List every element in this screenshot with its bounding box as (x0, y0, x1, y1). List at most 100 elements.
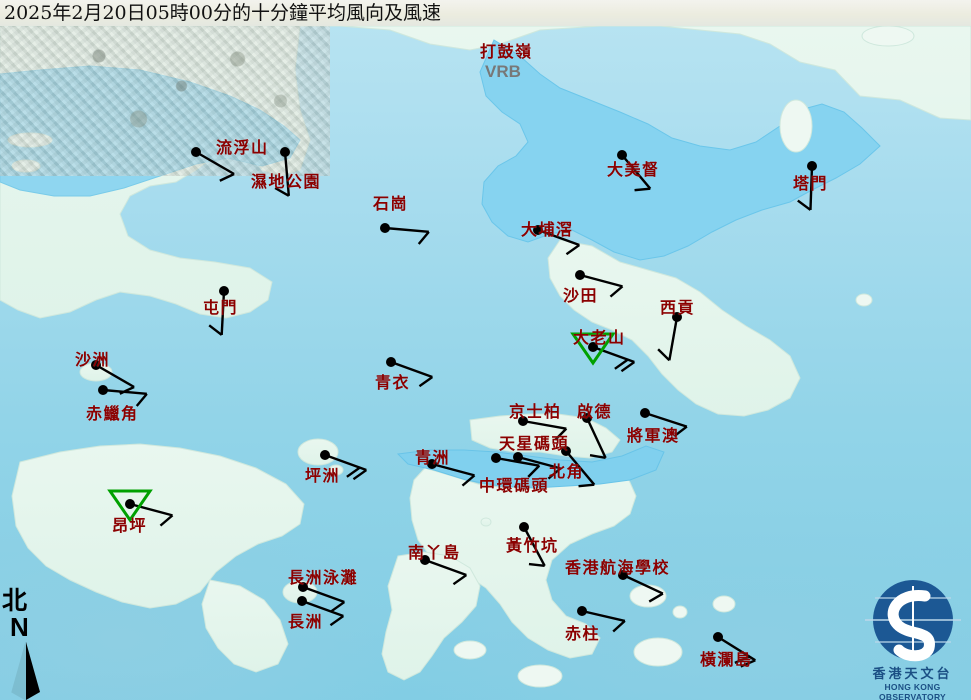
station-dot (713, 632, 723, 642)
station-dot (427, 459, 437, 469)
station-dot (380, 223, 390, 233)
station-label: 大老山 (573, 328, 626, 347)
logo-text-en: HONG KONG OBSERVATORY (878, 682, 947, 700)
urban-satellite-texture (0, 26, 330, 176)
station-label: 橫瀾島 (700, 650, 753, 669)
station-dot (191, 147, 201, 157)
station-dot (561, 446, 571, 456)
station-label: 沙田 (563, 286, 599, 305)
station-dot (420, 555, 430, 565)
station-wind-barb (640, 408, 688, 438)
station-wind-barb (107, 489, 174, 527)
station-wind-barb (297, 596, 345, 627)
station-dot (298, 582, 308, 592)
station-dot (320, 450, 330, 460)
station-wind-barb (491, 453, 541, 478)
station-label: 濕地公園 (251, 172, 322, 191)
station-dot (519, 522, 529, 532)
station-label: 赤鱲角 (86, 404, 139, 423)
station-label: 南丫島 (408, 543, 461, 562)
station-wind-barb (274, 147, 291, 197)
station-dot (807, 161, 817, 171)
station-dot (577, 606, 587, 616)
station-dot (91, 360, 101, 370)
inland-water-victoria-harbour (396, 445, 665, 489)
station-wind-barb (577, 606, 626, 633)
station-wind-barb (191, 147, 235, 182)
station-wind-barb (98, 385, 148, 407)
land-lantau-south-tail (201, 579, 289, 673)
station-dot (575, 270, 585, 280)
compass-needle-icon (11, 641, 40, 700)
station-wind-variable-label: VRB (485, 62, 521, 81)
station-wind-barb (533, 225, 581, 256)
station-label: 屯門 (203, 298, 239, 317)
station-wind-barb (298, 582, 346, 613)
station-label: 赤柱 (565, 624, 601, 643)
station-label: 青洲 (415, 448, 451, 467)
station-wind-barb (518, 416, 568, 441)
station-wind-barb (561, 446, 596, 488)
station-dot (386, 357, 396, 367)
land-kowloon (469, 413, 621, 459)
station-label: 香港航海學校 (565, 558, 671, 577)
station-wind-barb (713, 632, 756, 668)
station-label: 長洲泳灘 (288, 568, 359, 587)
station-label: 沙洲 (75, 350, 111, 369)
station-wind-barb (513, 452, 562, 480)
station-wind-barb (617, 150, 652, 192)
station-dot (533, 225, 543, 235)
station-wind-barb (420, 555, 468, 586)
station-dot (280, 147, 290, 157)
station-dot (588, 342, 598, 352)
station-wind-barb (427, 459, 476, 487)
station-dot (513, 452, 523, 462)
station-label: 青衣 (375, 373, 411, 392)
station-dot (618, 570, 628, 580)
station-dot (640, 408, 650, 418)
station-dot (491, 453, 501, 463)
station-label: 長洲 (288, 612, 324, 631)
station-wind-barb (575, 270, 624, 298)
station-dot (219, 286, 229, 296)
station-label: 塔門 (793, 174, 829, 193)
station-label: 大埔滘 (521, 220, 574, 239)
station-label: 天星碼頭 (499, 434, 570, 453)
station-wind-barb (582, 413, 607, 460)
station-label: 坪洲 (305, 466, 341, 485)
station-label: 中環碼頭 (479, 476, 550, 495)
station-dot (297, 596, 307, 606)
station-label: 黃竹坑 (506, 536, 559, 555)
compass-label-cn: 北 (2, 586, 28, 615)
station-label: 打鼓嶺 (480, 42, 533, 61)
station-label: 北角 (549, 462, 585, 481)
station-label: 石崗 (373, 194, 409, 213)
station-wind-barb (320, 450, 368, 481)
station-wind-barb (380, 223, 430, 245)
station-dot (617, 150, 627, 160)
page-title: 2025年2月20日05時00分的十分鐘平均風向及風速 (4, 2, 441, 24)
compass-label-en: N (10, 612, 29, 642)
station-label: 昂坪 (112, 516, 148, 535)
station-wind-barb (657, 312, 682, 362)
station-dot (518, 416, 528, 426)
hko-logo-icon (864, 580, 961, 662)
station-label: 京士柏 (509, 402, 562, 421)
station-wind-barb (618, 570, 664, 603)
station-label: 流浮山 (216, 138, 269, 157)
station-label: 將軍澳 (627, 426, 680, 445)
hko-logo: 香港天文台 HONG KONG OBSERVATORY (854, 578, 971, 700)
strong-wind-alert-marker (570, 332, 616, 366)
logo-text-cn: 香港天文台 (872, 667, 953, 682)
strong-wind-alert-marker (107, 489, 153, 523)
station-wind-barb (797, 161, 817, 211)
station-wind-barb (386, 357, 434, 388)
land-lantau-island (11, 443, 305, 609)
station-wind-barb (570, 332, 636, 373)
compass-rose: 北 N (2, 588, 62, 700)
title-bar (0, 0, 971, 26)
station-dot (98, 385, 108, 395)
station-wind-barb (519, 522, 546, 568)
